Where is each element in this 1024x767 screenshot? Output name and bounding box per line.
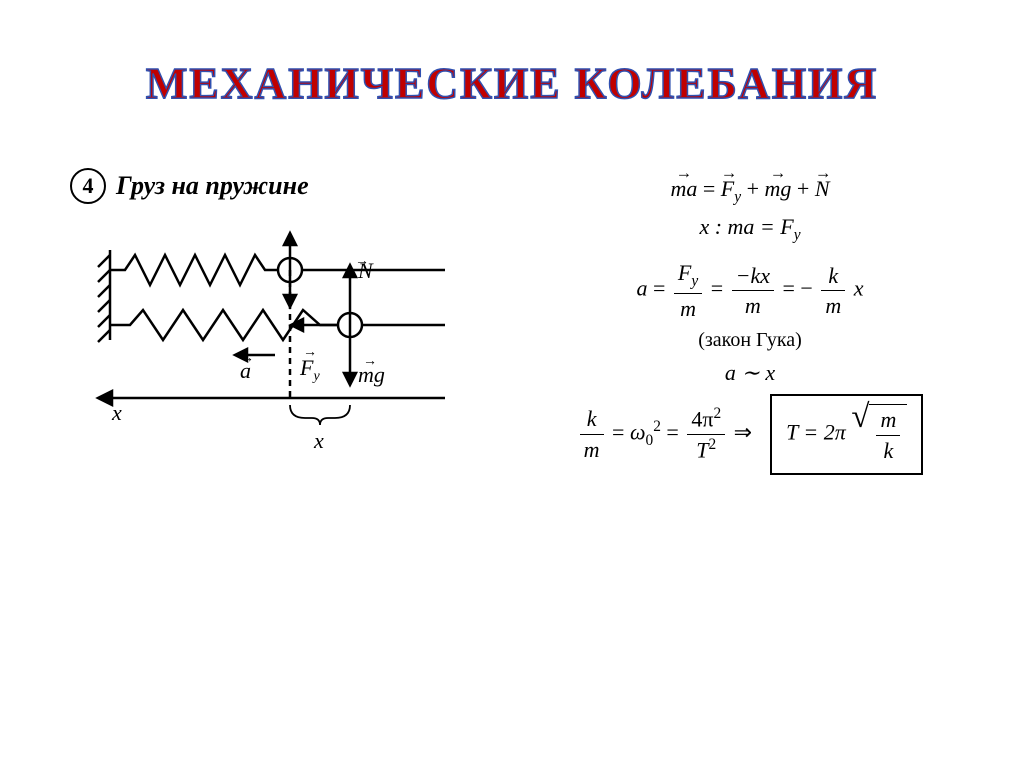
label-x-axis: x: [111, 400, 122, 425]
eq-x-projection: x : ma = Fy: [500, 212, 1000, 246]
label-x-span: x: [313, 428, 324, 453]
spring-mass-diagram: N → Fy → mg → a → x x: [80, 230, 460, 460]
eq-hooke-note: (закон Гука): [500, 327, 1000, 354]
svg-text:→: →: [303, 345, 317, 360]
svg-text:→: →: [355, 254, 369, 269]
eq-period: km = ω02 = 4π2T2 ⇒ T = 2π √mk: [500, 394, 1000, 475]
section-header: 4 Груз на пружине: [70, 168, 309, 204]
boxed-result: T = 2π √mk: [770, 394, 923, 475]
eq-proportional: a ∼ x: [500, 358, 1000, 388]
equations-block: mmaa = Fy + mg + N x : ma = Fy a = Fym =…: [500, 170, 1000, 479]
section-number: 4: [70, 168, 106, 204]
eq-newton: mmaa = Fy + mg + N: [500, 174, 1000, 208]
page-title: МЕХАНИЧЕСКИЕ КОЛЕБАНИЯ: [0, 58, 1024, 109]
section-heading: Груз на пружине: [116, 171, 309, 201]
svg-text:→: →: [363, 354, 377, 369]
eq-acceleration: a = Fym = −kxm = − km x: [500, 258, 1000, 323]
svg-text:→: →: [240, 351, 254, 366]
